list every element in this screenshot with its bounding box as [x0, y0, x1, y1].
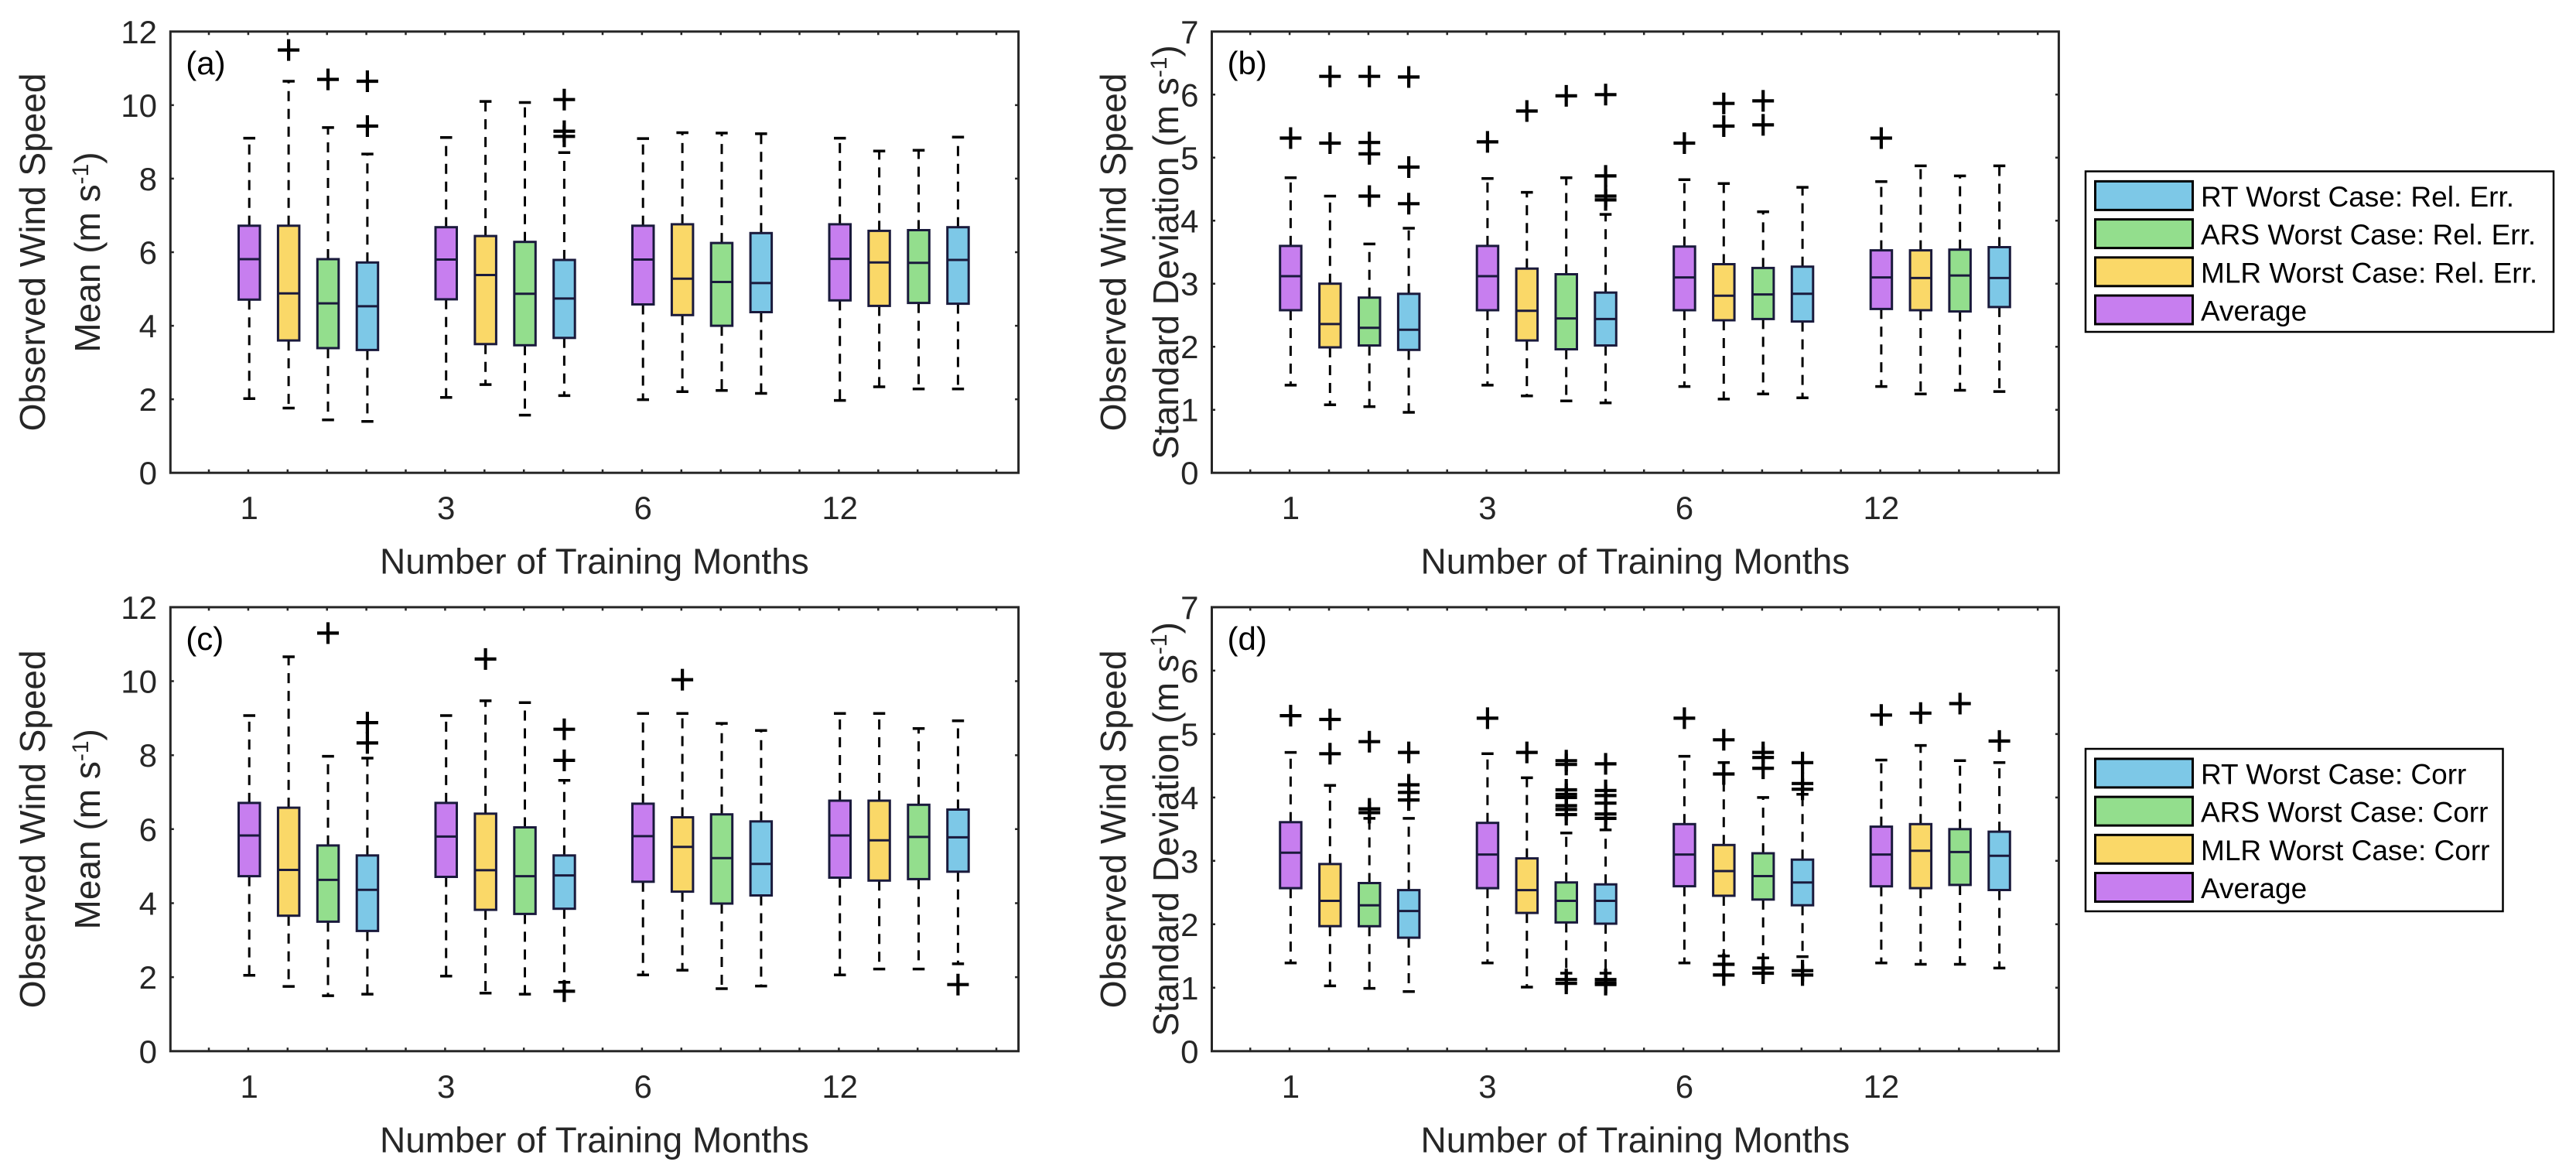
svg-text:0: 0: [1180, 1034, 1198, 1070]
svg-text:Standard Deviation (m s-1): Standard Deviation (m s-1): [1146, 45, 1186, 459]
svg-text:0: 0: [139, 455, 157, 491]
svg-text:7: 7: [1180, 14, 1198, 50]
svg-text:Mean (m s-1): Mean (m s-1): [67, 152, 108, 352]
svg-text:1: 1: [1180, 970, 1198, 1006]
svg-text:Average: Average: [2201, 296, 2307, 327]
svg-text:6: 6: [1180, 653, 1198, 689]
svg-text:Number of Training Months: Number of Training Months: [380, 542, 809, 582]
svg-text:12: 12: [822, 490, 858, 526]
svg-text:1: 1: [241, 1068, 258, 1105]
svg-text:3: 3: [437, 1068, 455, 1105]
svg-text:Mean (m s-1): Mean (m s-1): [67, 729, 108, 929]
svg-text:6: 6: [1180, 77, 1198, 113]
svg-text:6: 6: [139, 812, 157, 848]
svg-text:Number of Training Months: Number of Training Months: [1420, 1119, 1850, 1160]
svg-text:7: 7: [1180, 589, 1198, 626]
svg-text:0: 0: [1180, 455, 1198, 491]
svg-text:Average: Average: [2201, 873, 2307, 904]
svg-text:10: 10: [121, 87, 157, 124]
svg-text:Standard Deviation (m s-1): Standard Deviation (m s-1): [1146, 622, 1186, 1036]
svg-text:Number of Training Months: Number of Training Months: [380, 1119, 809, 1160]
svg-text:RT Worst Case: Corr: RT Worst Case: Corr: [2201, 758, 2466, 790]
svg-text:10: 10: [121, 664, 157, 700]
svg-text:(a): (a): [186, 45, 225, 81]
svg-text:Number of Training Months: Number of Training Months: [1420, 542, 1850, 582]
svg-text:2: 2: [1180, 329, 1198, 365]
svg-text:1: 1: [1282, 490, 1300, 526]
svg-text:0: 0: [139, 1034, 157, 1070]
svg-text:6: 6: [1676, 490, 1693, 526]
svg-text:MLR Worst Case: Rel. Err.: MLR Worst Case: Rel. Err.: [2201, 257, 2537, 289]
svg-text:2: 2: [139, 381, 157, 418]
svg-text:3: 3: [1478, 1068, 1496, 1105]
svg-text:3: 3: [1478, 490, 1496, 526]
svg-text:4: 4: [139, 308, 157, 344]
svg-text:2: 2: [139, 959, 157, 996]
svg-text:12: 12: [822, 1068, 858, 1105]
svg-text:Observed Wind Speed: Observed Wind Speed: [12, 650, 53, 1008]
svg-text:1: 1: [1180, 392, 1198, 429]
svg-text:1: 1: [1282, 1068, 1300, 1105]
svg-text:(c): (c): [186, 620, 224, 657]
svg-text:RT Worst Case: Rel. Err.: RT Worst Case: Rel. Err.: [2201, 181, 2514, 213]
svg-text:ARS Worst Case: Rel. Err.: ARS Worst Case: Rel. Err.: [2201, 219, 2536, 251]
svg-text:3: 3: [1180, 266, 1198, 302]
svg-text:5: 5: [1180, 716, 1198, 753]
svg-text:4: 4: [139, 886, 157, 922]
svg-text:(d): (d): [1228, 620, 1267, 657]
svg-text:12: 12: [1864, 1068, 1900, 1105]
svg-text:6: 6: [1676, 1068, 1693, 1105]
svg-text:Observed Wind Speed: Observed Wind Speed: [1093, 73, 1133, 432]
svg-text:Observed Wind Speed: Observed Wind Speed: [1093, 650, 1133, 1008]
svg-text:1: 1: [241, 490, 258, 526]
svg-text:Observed Wind Speed: Observed Wind Speed: [12, 73, 53, 432]
svg-text:12: 12: [121, 589, 157, 626]
svg-text:4: 4: [1180, 203, 1198, 239]
svg-text:12: 12: [121, 14, 157, 50]
svg-text:6: 6: [634, 490, 652, 526]
svg-text:2: 2: [1180, 907, 1198, 943]
svg-text:4: 4: [1180, 780, 1198, 816]
svg-text:(b): (b): [1228, 45, 1267, 81]
svg-text:8: 8: [139, 161, 157, 197]
svg-text:3: 3: [1180, 843, 1198, 880]
svg-text:8: 8: [139, 737, 157, 774]
svg-text:12: 12: [1864, 490, 1900, 526]
svg-text:6: 6: [139, 234, 157, 271]
svg-text:ARS Worst Case: Corr: ARS Worst Case: Corr: [2201, 797, 2488, 829]
svg-text:MLR Worst Case: Corr: MLR Worst Case: Corr: [2201, 835, 2490, 866]
svg-text:5: 5: [1180, 140, 1198, 176]
svg-text:3: 3: [437, 490, 455, 526]
svg-text:6: 6: [634, 1068, 652, 1105]
